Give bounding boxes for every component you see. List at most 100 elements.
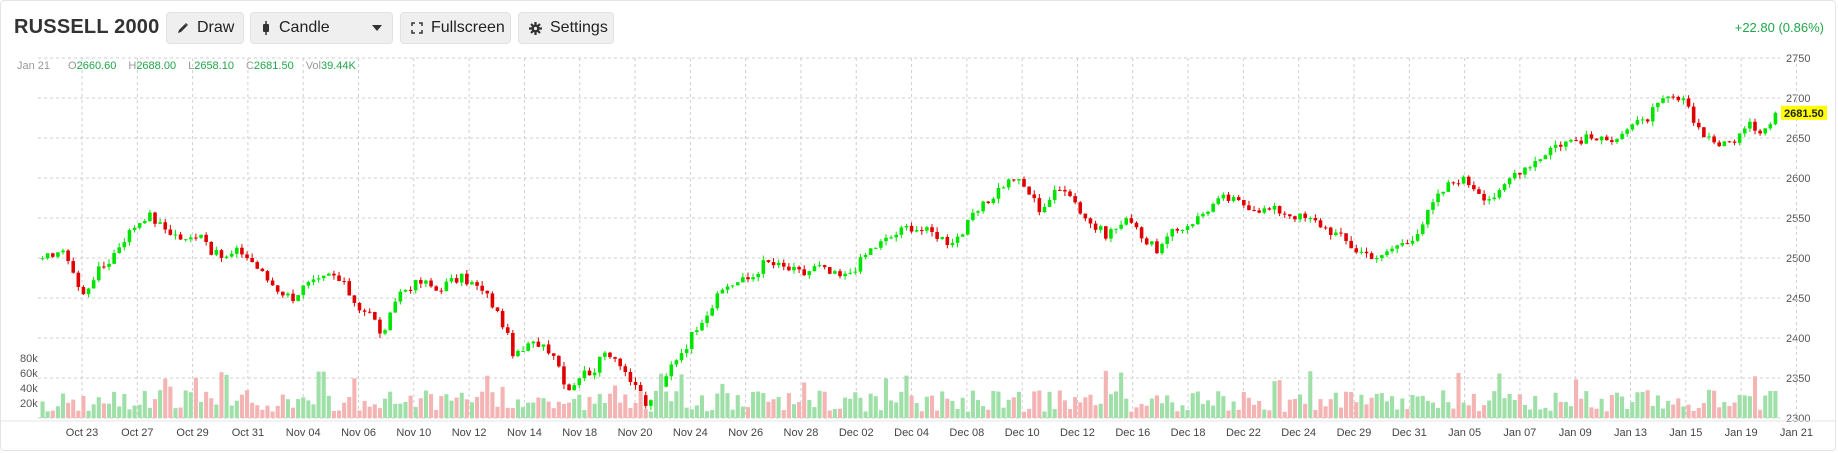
volume-bar — [940, 391, 945, 418]
candle-body — [1134, 222, 1139, 228]
candle-body — [521, 350, 525, 352]
candle-body — [1487, 199, 1491, 201]
candle-body — [1415, 234, 1420, 241]
volume-bar — [1282, 411, 1287, 418]
candle-body — [1369, 253, 1374, 260]
candle-body — [628, 372, 633, 382]
y-tick-label: 2450 — [1786, 293, 1810, 305]
volume-bar — [475, 396, 480, 418]
volume-bar — [904, 375, 909, 418]
candle-body — [1308, 217, 1313, 219]
volume-bar — [1067, 408, 1073, 418]
candle-body — [1630, 124, 1635, 130]
close-value: 2681.50 — [253, 60, 294, 72]
x-tick-label: Oct 29 — [176, 427, 208, 439]
candle-body — [1737, 133, 1742, 143]
volume-bar — [423, 390, 428, 418]
volume-bar — [265, 405, 270, 418]
x-tick-label: Dec 24 — [1281, 427, 1316, 439]
volume-bar — [1313, 409, 1318, 418]
volume-bar — [1098, 403, 1103, 418]
volume-bar — [1093, 405, 1098, 418]
volume-bar — [1446, 402, 1451, 418]
volume-bar — [1221, 396, 1226, 418]
candle-body — [86, 288, 91, 295]
candle-body — [132, 227, 137, 230]
volume-bar — [372, 404, 377, 418]
draw-button[interactable]: Draw — [166, 12, 244, 44]
volume-bar — [1042, 411, 1047, 418]
volume-bar — [1251, 404, 1257, 418]
volume-bar — [791, 404, 797, 418]
candle-body — [1426, 209, 1430, 225]
volume-bar — [720, 383, 725, 418]
candle-body — [199, 234, 203, 238]
candle-body — [1349, 240, 1353, 249]
volume-bar — [1466, 405, 1471, 418]
candle-body — [270, 280, 275, 286]
candle-body — [848, 272, 853, 274]
candle-body — [66, 250, 70, 262]
candle-body — [403, 289, 408, 292]
volume-bar — [689, 409, 694, 418]
candle-body — [327, 273, 331, 276]
candle-body — [1063, 189, 1067, 192]
volume-bar — [1717, 407, 1722, 418]
candle-body — [1594, 138, 1599, 141]
fullscreen-icon — [411, 22, 423, 34]
volume-bar — [991, 390, 996, 418]
volume-bar — [168, 386, 173, 418]
candle-body — [398, 291, 403, 302]
volume-bar — [1584, 391, 1589, 418]
y-tick-label: 2550 — [1786, 213, 1810, 225]
volume-bar — [1451, 408, 1456, 418]
settings-button[interactable]: Settings — [518, 12, 614, 44]
volume-bar — [1037, 390, 1042, 418]
candle-body — [1666, 96, 1670, 99]
volume-bar — [388, 391, 393, 418]
volume-bar — [1507, 393, 1512, 418]
volume-bar — [1154, 395, 1159, 418]
volume-bar — [209, 398, 214, 418]
volume-bar — [1379, 393, 1384, 418]
fullscreen-button[interactable]: Fullscreen — [400, 12, 511, 44]
y-tick-label: 2650 — [1786, 133, 1810, 145]
volume-bar — [1666, 400, 1671, 418]
candle-body — [50, 253, 55, 257]
candle-body — [1114, 228, 1118, 230]
candle-body — [1548, 147, 1553, 156]
volume-bar — [464, 399, 469, 418]
candle-body — [1282, 213, 1287, 215]
volume-bar — [1732, 402, 1737, 418]
candle-body — [940, 237, 945, 239]
candle-body — [40, 258, 45, 260]
volume-bar — [1461, 402, 1466, 418]
volume-bar — [96, 397, 101, 418]
volume-bar — [1625, 408, 1630, 418]
x-tick-label: Oct 27 — [121, 427, 153, 439]
volume-bar — [822, 391, 827, 418]
candle-body — [1553, 144, 1558, 148]
candle-body — [56, 252, 60, 257]
x-tick-label: Dec 31 — [1392, 427, 1427, 439]
volume-bar — [147, 407, 152, 418]
candle-body — [1144, 238, 1149, 245]
volume-bar — [1047, 391, 1052, 418]
volume-bar — [1333, 392, 1338, 418]
volume-bar — [1364, 404, 1369, 418]
candle-body — [475, 282, 479, 286]
volume-bar — [694, 405, 699, 418]
candle-body — [1298, 213, 1302, 220]
candle-body — [434, 286, 438, 291]
candle-body — [981, 201, 985, 212]
volume-bar — [260, 409, 265, 418]
volume-bar — [1436, 407, 1441, 418]
chart-type-dropdown[interactable]: Candle — [250, 12, 393, 44]
candle-body — [863, 254, 868, 258]
volume-bar — [597, 393, 602, 418]
volume-bar — [1589, 407, 1594, 418]
volume-bar — [1599, 398, 1604, 418]
volume-bar — [132, 405, 137, 418]
volume-bar — [613, 385, 618, 418]
